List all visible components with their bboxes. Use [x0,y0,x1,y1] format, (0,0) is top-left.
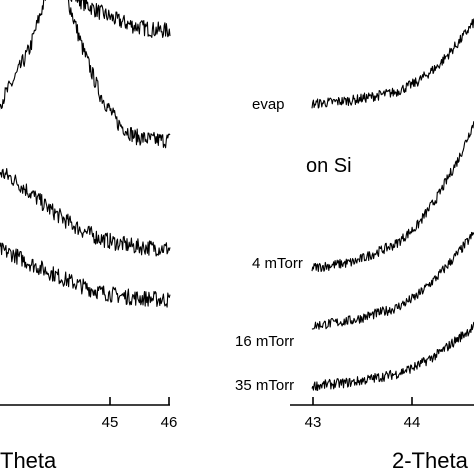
x-axis-title: Theta [0,448,57,473]
series-line-right-0 [311,18,474,109]
series-label-0: evap [252,96,285,113]
series-line-right-3 [311,321,474,391]
series-line-left-3 [0,242,171,308]
series-line-right-2 [311,231,474,330]
series-line-left-2 [0,168,171,257]
x-tick-label: 44 [404,414,421,431]
x-tick-label: 43 [305,414,322,431]
x-tick-label: 46 [161,414,178,431]
series-label-3: 35 mTorr [235,377,294,394]
left-panel: 45 46 Theta [0,0,177,473]
series-line-right-1 [311,121,474,273]
series-label-1: 4 mTorr [252,255,303,272]
series-label-2: 16 mTorr [235,333,294,350]
x-axis-title: 2-Theta [392,448,469,473]
series-line-left-1 [0,0,171,149]
right-panel: evap 4 mTorr 16 mTorr 35 mTorr 43 44 2-Theta [235,18,474,473]
annotation-on-si: on Si [306,155,352,177]
series-line-left-0 [69,0,171,38]
x-tick-label: 45 [102,414,119,431]
